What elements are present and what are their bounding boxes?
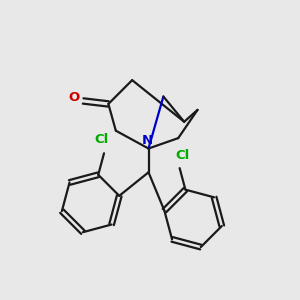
Text: Cl: Cl (176, 149, 190, 162)
Text: O: O (69, 92, 80, 104)
Text: Cl: Cl (94, 133, 108, 146)
Text: N: N (142, 134, 153, 147)
